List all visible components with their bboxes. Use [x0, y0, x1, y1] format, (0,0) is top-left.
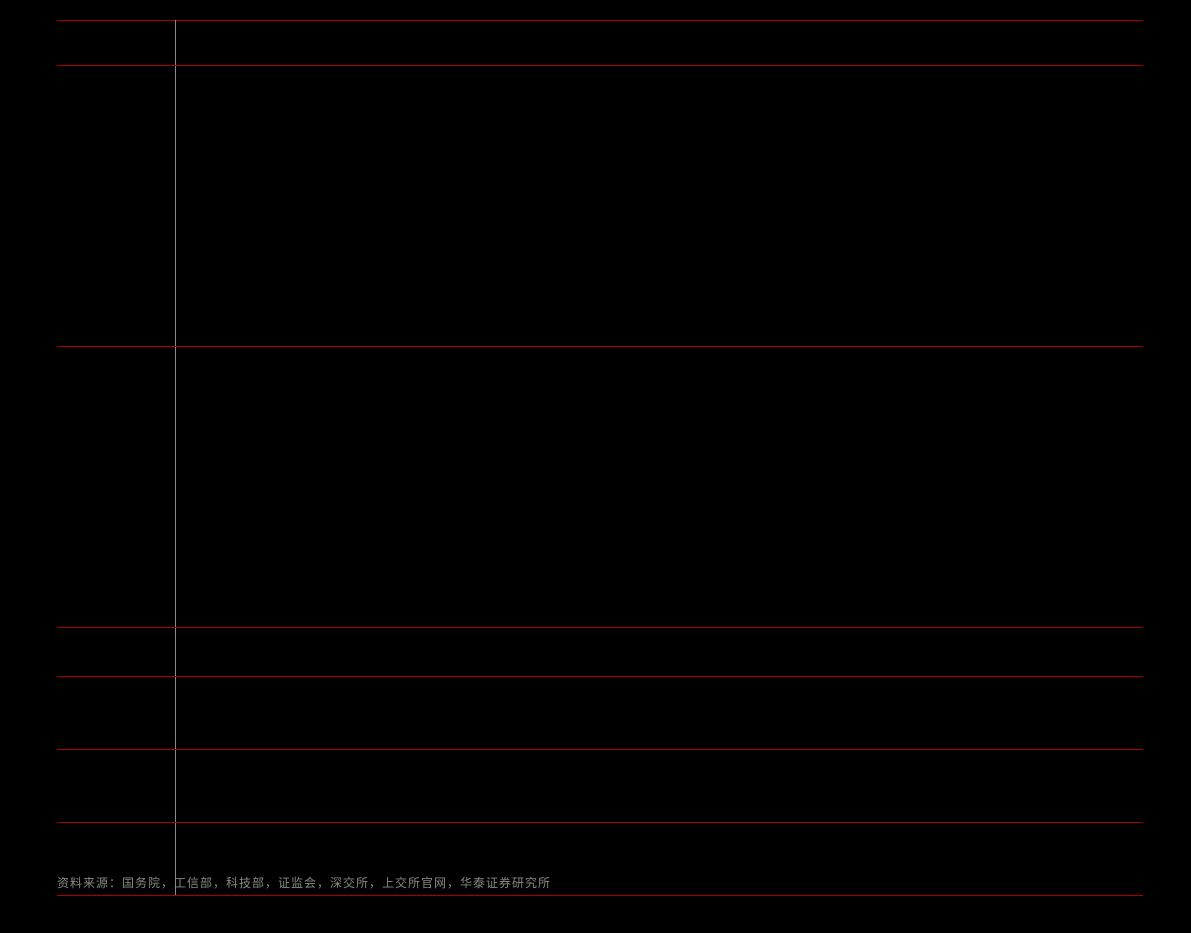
- cell-content: [176, 347, 1144, 628]
- table-row: [57, 628, 1143, 677]
- cell-content: [176, 66, 1144, 347]
- header-content: 主要内容: [176, 21, 1144, 66]
- cell-date: [57, 628, 176, 677]
- cell-content: [176, 677, 1144, 750]
- table-header-row: 时间 主要内容: [57, 21, 1143, 66]
- page-root: 时间 主要内容 资料来源：国务院，工信部，科技部，证监会，深交所，上交所官网，: [0, 0, 1191, 933]
- table-row: [57, 347, 1143, 628]
- cell-content: [176, 628, 1144, 677]
- cell-date: [57, 750, 176, 823]
- table-row: [57, 750, 1143, 823]
- header-date: 时间: [57, 21, 176, 66]
- cell-date: [57, 66, 176, 347]
- policy-table: 时间 主要内容: [57, 20, 1143, 896]
- table-row: [57, 677, 1143, 750]
- cell-date: [57, 677, 176, 750]
- source-citation: 资料来源：国务院，工信部，科技部，证监会，深交所，上交所官网，华泰证券研究所: [57, 874, 551, 891]
- table-row: [57, 66, 1143, 347]
- cell-content: [176, 750, 1144, 823]
- cell-date: [57, 347, 176, 628]
